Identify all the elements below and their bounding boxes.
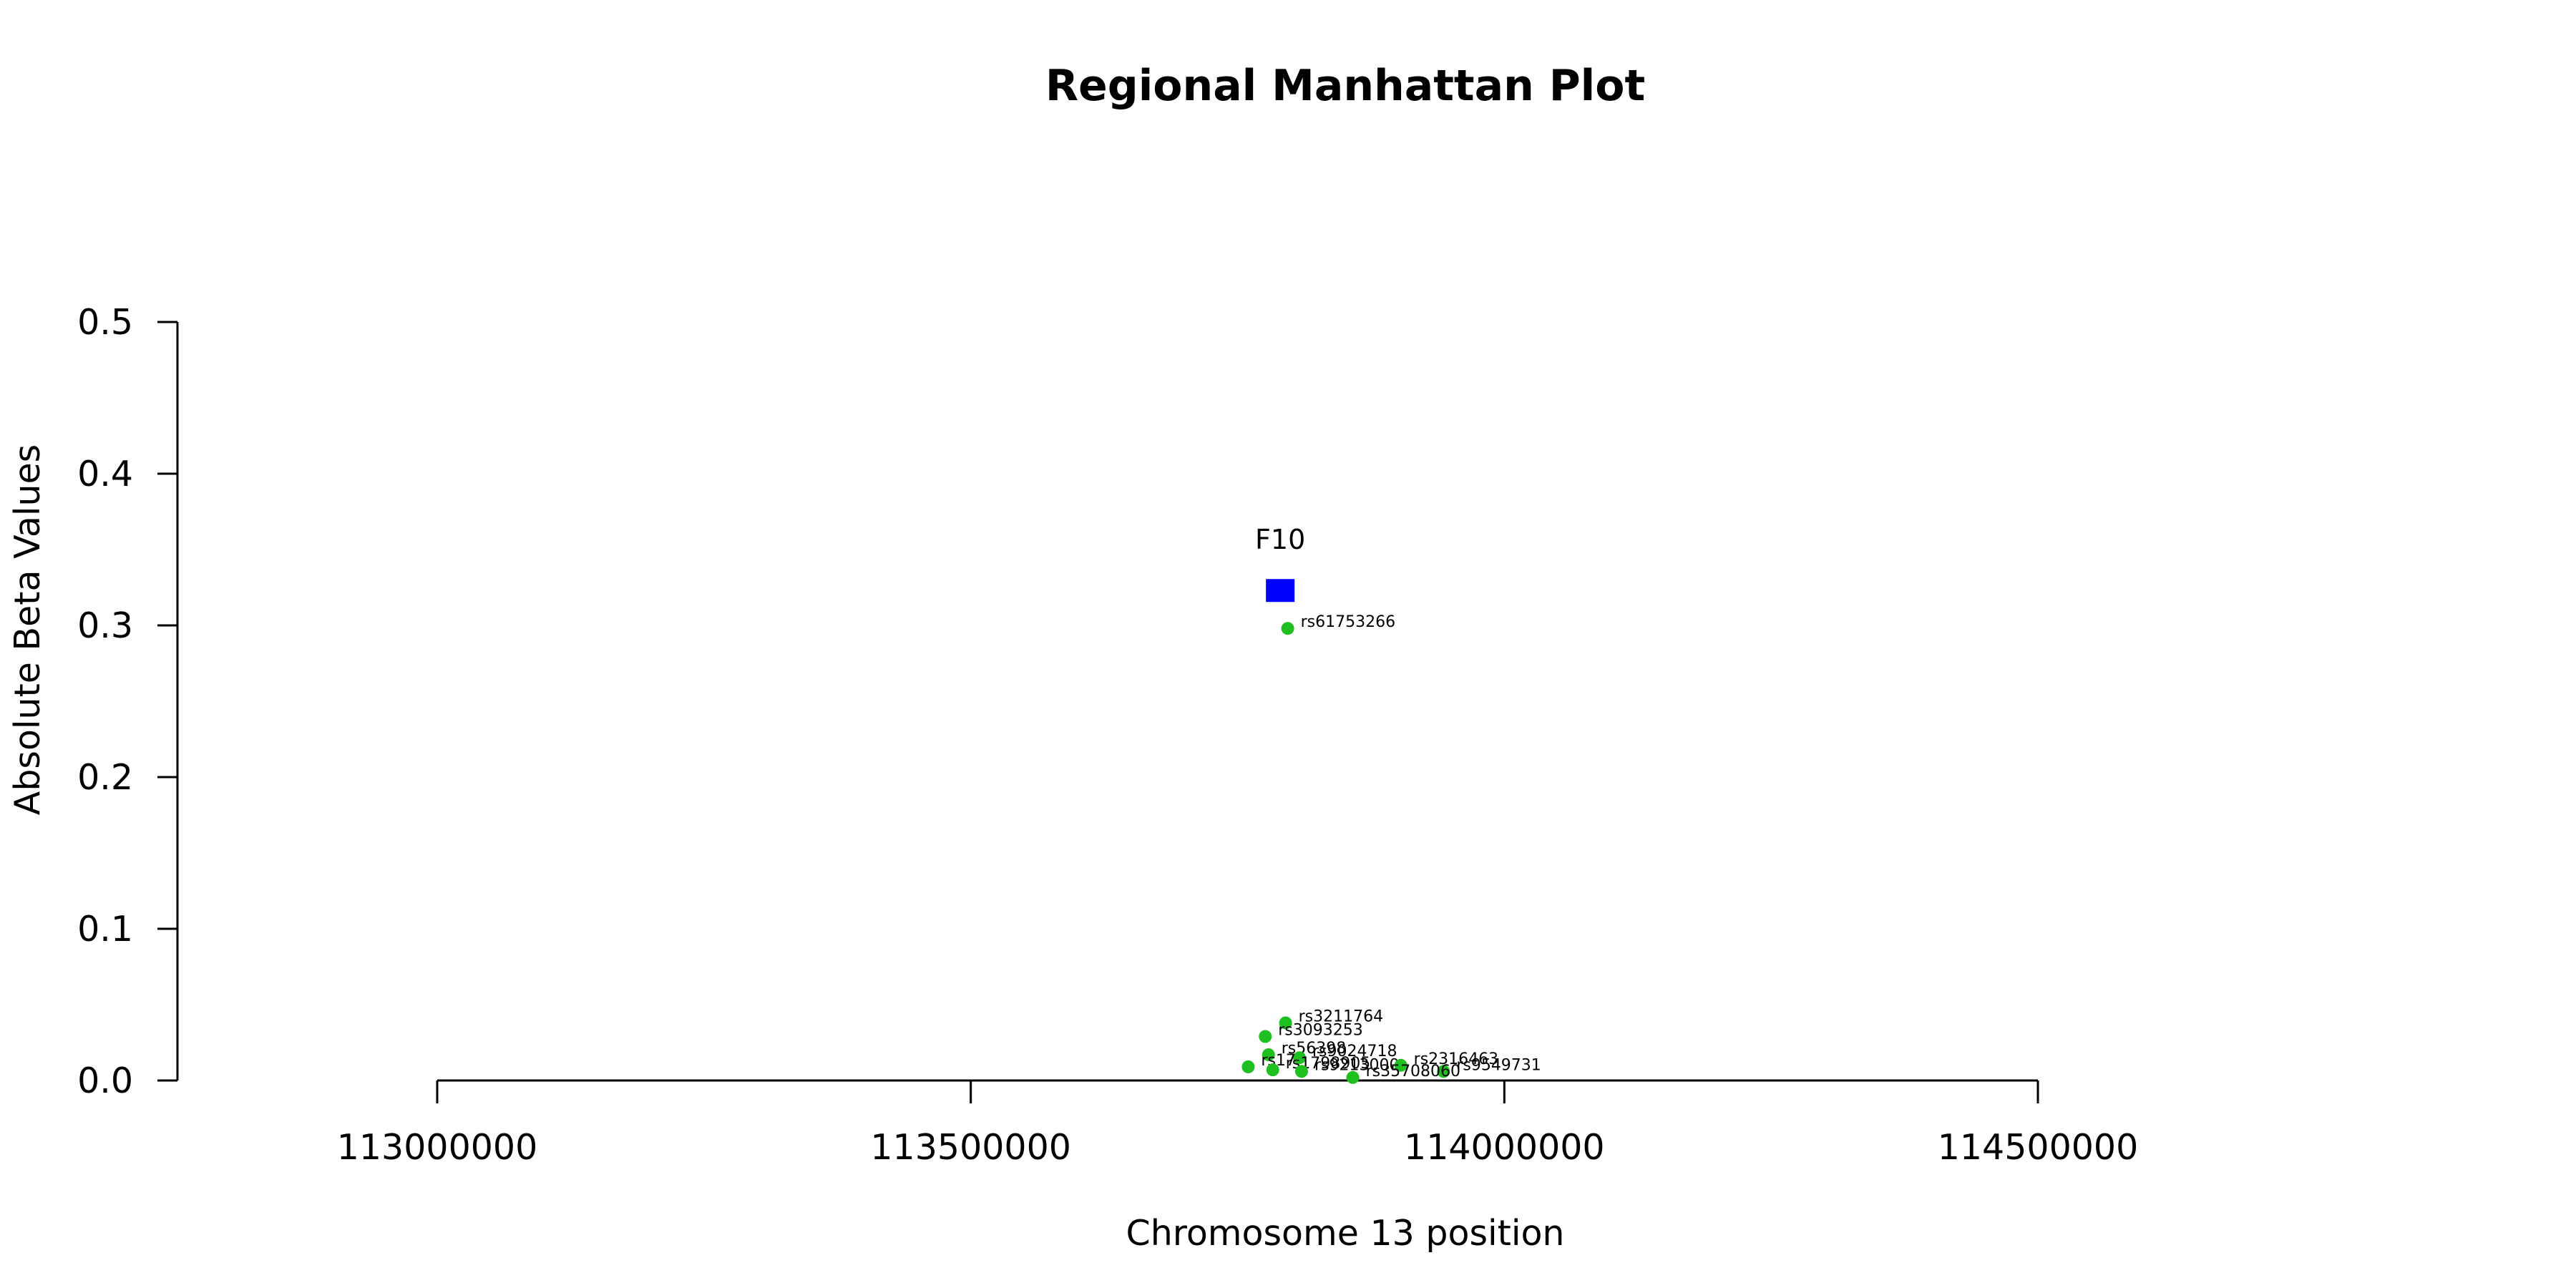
snp-label: rs9549731 <box>1456 1056 1541 1074</box>
snp-point <box>1437 1065 1450 1078</box>
snp-point <box>1346 1070 1360 1084</box>
snp-point <box>1241 1060 1255 1073</box>
snp-label: rs3211764 <box>1299 1008 1384 1025</box>
snp-label: rs9024718 <box>1312 1043 1397 1060</box>
y-tick-label: 0.3 <box>77 605 133 646</box>
x-tick-label: 114000000 <box>1404 1127 1605 1168</box>
snp-label: rs17 <box>1261 1052 1296 1070</box>
snp-point <box>1279 1016 1292 1030</box>
gene-label: F10 <box>1255 524 1305 555</box>
x-axis-label: Chromosome 13 position <box>1126 1213 1564 1254</box>
axes-group: 0.0 0.1 0.2 0.3 0.4 0.5 113000000 113500000 1140… <box>77 302 2138 1168</box>
y-tick-label: 0.2 <box>77 757 133 798</box>
snp-point <box>1281 622 1294 635</box>
y-tick-label: 0.0 <box>77 1060 133 1101</box>
x-tick-label: 114500000 <box>1938 1127 2139 1168</box>
snp-label: rs9213000 <box>1314 1056 1400 1074</box>
chart-title: Regional Manhattan Plot <box>1045 61 1645 111</box>
snp-label: rs3093253 <box>1278 1022 1363 1040</box>
snp-point <box>1259 1030 1272 1043</box>
y-tick-label: 0.5 <box>77 302 133 343</box>
gene-marker <box>1266 579 1295 602</box>
y-tick-label: 0.4 <box>77 454 133 494</box>
x-tick-label: 113000000 <box>337 1127 538 1168</box>
snp-point <box>1394 1058 1407 1072</box>
snp-point <box>1294 1065 1308 1078</box>
x-tick-label: 113500000 <box>870 1127 1071 1168</box>
snp-point <box>1266 1063 1279 1077</box>
y-axis-label: Absolute Beta Values <box>7 444 48 815</box>
marks-group: rs61753266 rs3211764rs3093253rs56398rs902… <box>1241 524 1541 1084</box>
snp-label: rs56398 <box>1282 1040 1347 1058</box>
snp-point <box>1262 1048 1275 1061</box>
snp-label: rs61753266 <box>1301 613 1395 631</box>
snp-point <box>1292 1051 1306 1065</box>
snp-label: rs2316463 <box>1414 1050 1498 1068</box>
y-tick-label: 0.1 <box>77 909 133 950</box>
snp-label: rs35708060 <box>1366 1063 1460 1080</box>
